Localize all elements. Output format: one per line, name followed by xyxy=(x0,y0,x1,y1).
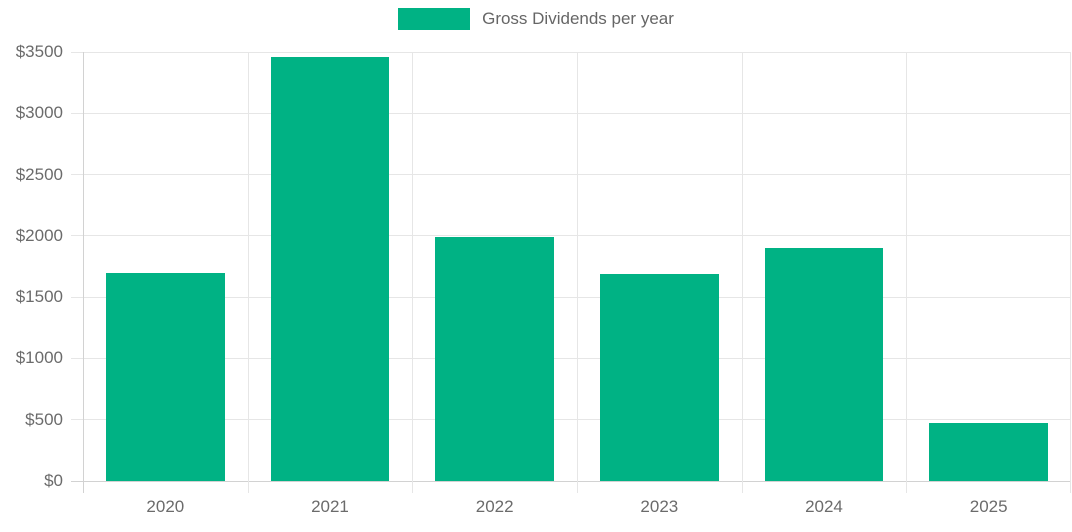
x-axis-tick-label: 2020 xyxy=(146,497,185,516)
y-axis-tick-label: $2000 xyxy=(15,225,63,245)
x-gridline xyxy=(906,52,907,493)
x-axis-line xyxy=(71,480,1071,482)
bar-2025[interactable] xyxy=(929,422,1048,481)
y-gridline xyxy=(71,235,1071,237)
x-gridline xyxy=(1070,52,1071,493)
y-gridline xyxy=(71,174,1071,176)
x-gridline xyxy=(412,52,413,493)
y-axis-tick-label: $3000 xyxy=(15,103,63,123)
x-axis-tick-label: 2021 xyxy=(311,497,349,516)
y-axis-line xyxy=(83,52,84,493)
y-axis-tick-label: $2500 xyxy=(15,164,63,184)
legend-label: Gross Dividends per year xyxy=(482,9,674,28)
x-gridline xyxy=(742,52,743,493)
y-gridline xyxy=(71,419,1071,421)
bar-2022[interactable] xyxy=(435,237,554,481)
x-gridline xyxy=(577,52,578,493)
y-axis-tick-label: $1000 xyxy=(15,348,63,368)
bar-2020[interactable] xyxy=(106,272,225,481)
x-axis-tick-label: 2025 xyxy=(969,497,1008,516)
bar-2024[interactable] xyxy=(764,248,884,481)
y-gridline xyxy=(71,296,1071,298)
y-gridline xyxy=(71,51,1071,53)
y-gridline xyxy=(71,357,1071,359)
plot-area: $0 $500 $1000 $1500 $2000 $2500 $3000 $3500 2020… xyxy=(16,42,1071,516)
bar-2023[interactable] xyxy=(600,273,719,481)
y-axis-tick-label: $1500 xyxy=(15,287,63,307)
y-axis-tick-label: $3500 xyxy=(15,42,63,61)
x-axis-tick-label: 2023 xyxy=(640,497,679,516)
chart-legend[interactable]: Gross Dividends per year xyxy=(0,8,1072,30)
bar-2021[interactable] xyxy=(270,56,390,481)
x-axis-tick-label: 2022 xyxy=(475,497,514,516)
x-gridline xyxy=(248,52,249,493)
y-axis-tick-label: $500 xyxy=(25,409,63,429)
y-gridline xyxy=(71,112,1071,114)
legend-swatch-icon xyxy=(398,8,471,30)
y-axis-tick-label: $0 xyxy=(44,471,63,490)
x-axis-tick-label: 2024 xyxy=(805,497,843,516)
